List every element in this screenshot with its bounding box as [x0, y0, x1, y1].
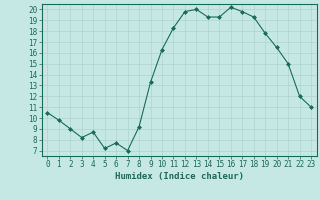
X-axis label: Humidex (Indice chaleur): Humidex (Indice chaleur) — [115, 172, 244, 181]
